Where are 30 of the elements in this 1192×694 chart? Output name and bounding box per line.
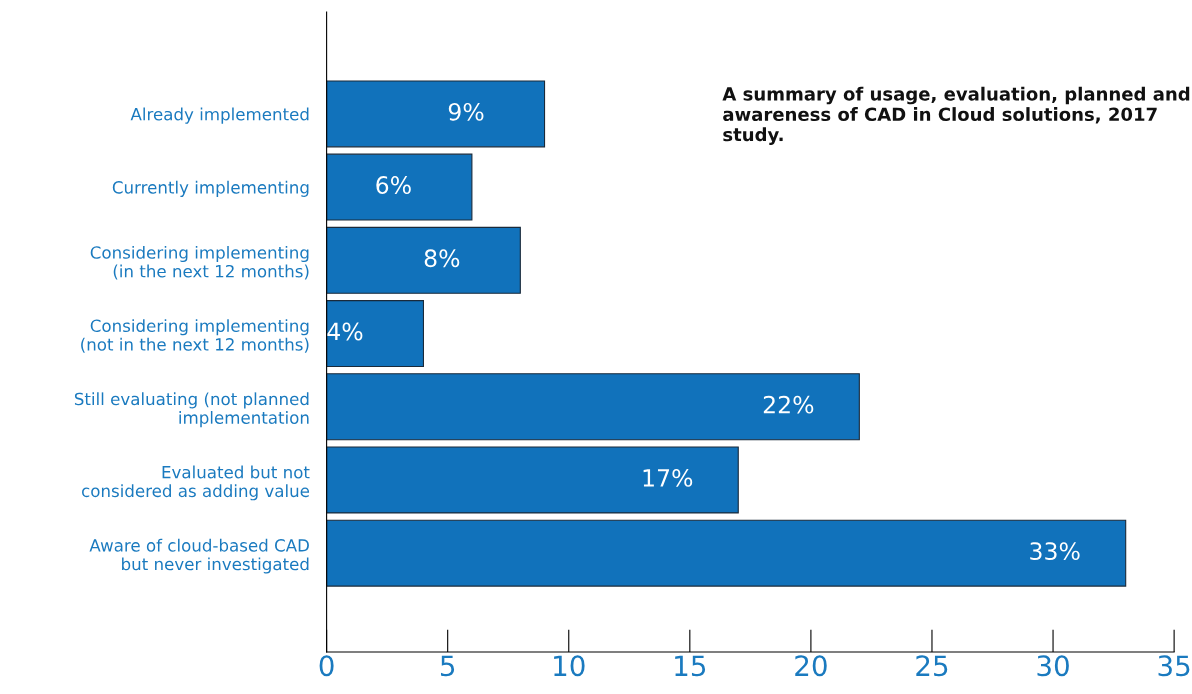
y-tick-label: Still evaluating (not planned implementation [74, 392, 309, 428]
bar [326, 153, 473, 221]
x-tick-label: 5 [440, 655, 455, 677]
y-tick-label: Aware of cloud-based CAD but never investigated [89, 538, 309, 574]
x-tick-label: 25 [916, 655, 948, 677]
x-tick-label: 0 [319, 655, 334, 677]
bar [326, 226, 521, 294]
data-label: 4% [327, 322, 363, 341]
y-tick-label: Evaluated but not considered as adding value [82, 465, 310, 501]
data-label: 8% [424, 249, 460, 268]
x-tick-label: 10 [554, 655, 585, 677]
data-label: 22% [763, 395, 814, 414]
bar [326, 519, 1127, 587]
y-tick-label: Already implemented [130, 107, 309, 124]
x-tick-label: 15 [675, 655, 706, 677]
annotation: A summary of usage, evaluation, planned and awareness of CAD in Cloud solutions, 2017 study. [722, 86, 1190, 145]
bar [326, 373, 860, 441]
bar [326, 300, 425, 368]
y-tick-label: Considering implementing (not in the next 12 months) [81, 319, 309, 353]
data-label: 17% [643, 468, 693, 487]
data-label: 33% [1030, 542, 1080, 561]
bar [326, 446, 739, 514]
data-label: 6% [376, 176, 411, 194]
y-tick-label: Considering implementing (in the next 12 months) [90, 245, 309, 280]
x-tick-label: 35 [1158, 655, 1190, 677]
data-label: 9% [448, 102, 484, 121]
x-tick-label: 20 [795, 655, 827, 677]
y-tick-label: Currently implementing [112, 180, 309, 197]
x-tick-label: 30 [1037, 655, 1069, 677]
bar [326, 80, 546, 148]
